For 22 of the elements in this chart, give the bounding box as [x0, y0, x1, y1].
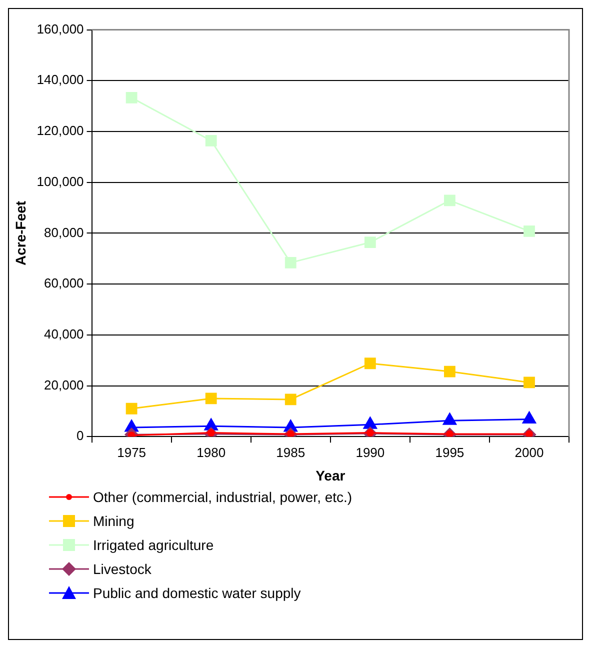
- y-axis-title: Acre-Feet: [12, 200, 28, 266]
- y-tick-label: 20,000: [44, 377, 84, 392]
- y-tick-label: 0: [76, 428, 84, 444]
- y-tick-label: 140,000: [36, 72, 84, 88]
- legend-label: Livestock: [93, 561, 152, 577]
- legend-label: Mining: [93, 513, 134, 529]
- x-tick-label: 1975: [117, 444, 146, 460]
- legend-label: Other (commercial, industrial, power, etc.): [93, 489, 352, 505]
- x-tick-label: 1985: [276, 444, 306, 460]
- x-tick-label: 1995: [435, 444, 464, 460]
- x-axis-title: Year: [316, 467, 346, 484]
- x-tick-label: 1980: [196, 444, 226, 460]
- y-tick-label: 100,000: [36, 174, 84, 189]
- legend-label: Irrigated agriculture: [93, 537, 214, 553]
- x-tick-label: 1990: [356, 444, 385, 460]
- y-tick-label: 60,000: [44, 276, 84, 291]
- y-tick-label: 120,000: [36, 123, 84, 138]
- y-tick-label: 40,000: [44, 326, 84, 342]
- legend-label: Public and domestic water supply: [93, 585, 301, 601]
- y-tick-label: 80,000: [44, 224, 84, 240]
- y-tick-label: 160,000: [36, 21, 84, 36]
- x-tick-label: 2000: [514, 444, 544, 460]
